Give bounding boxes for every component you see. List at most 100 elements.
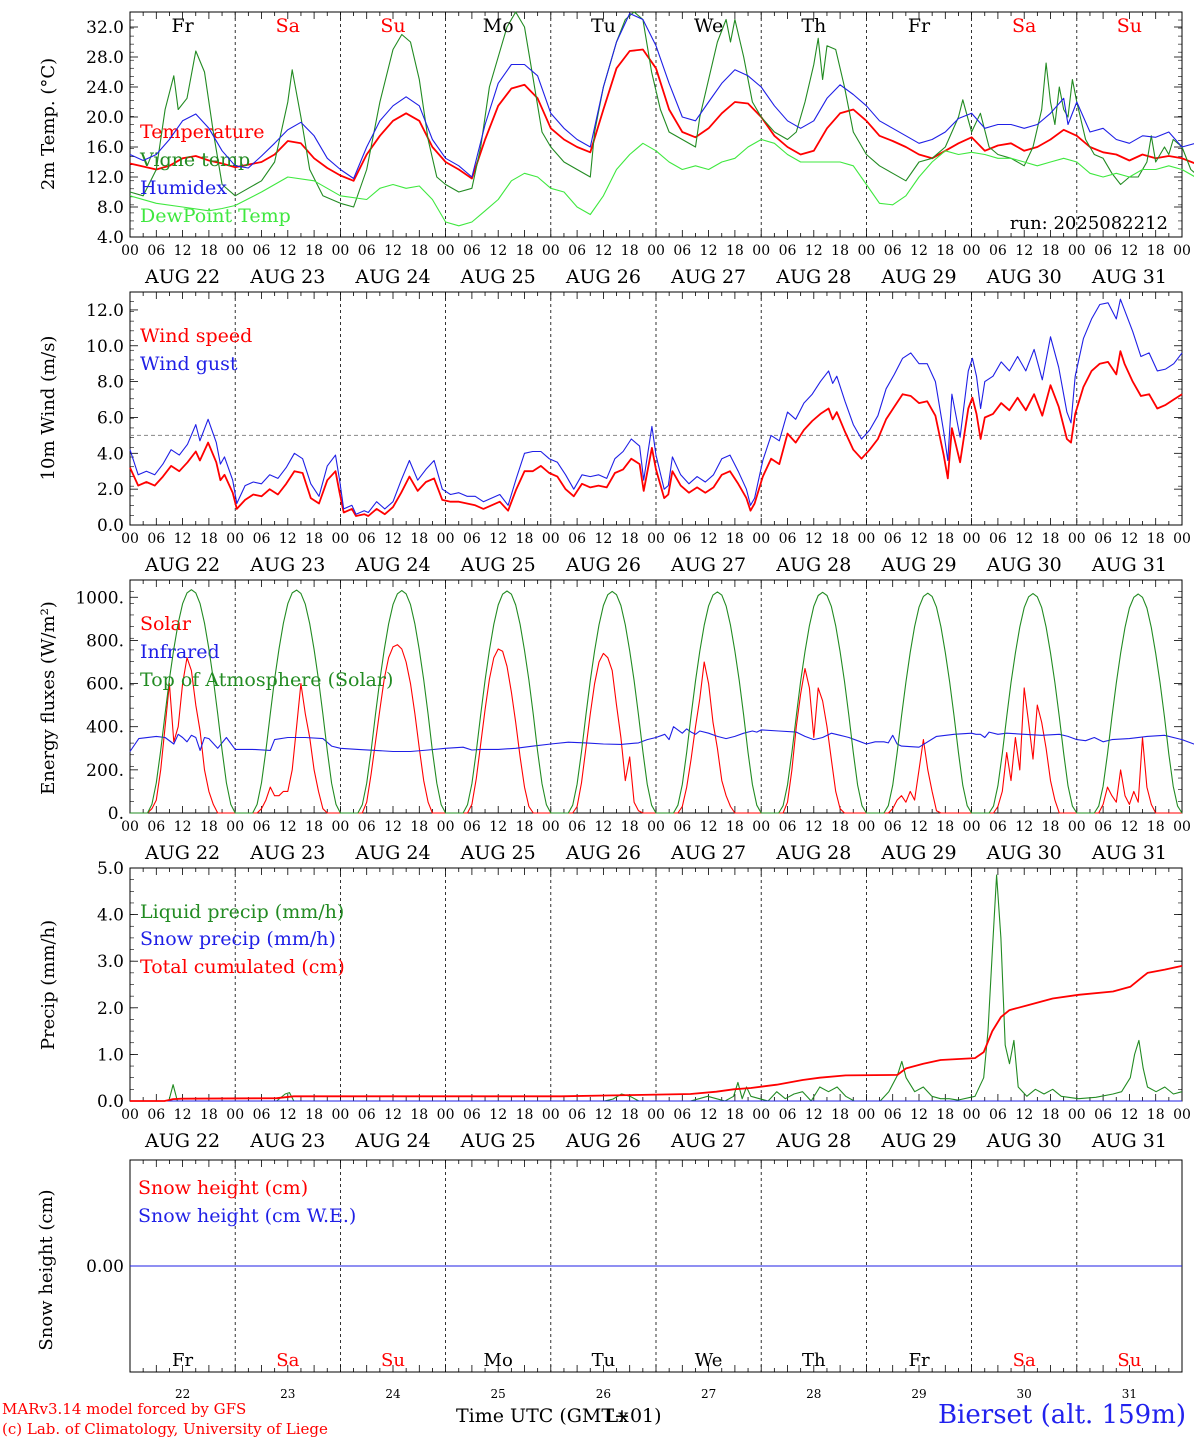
hour-tick-label: 12: [700, 531, 718, 547]
day-label: Mo: [484, 1350, 513, 1371]
hour-tick-label: 00: [437, 243, 455, 259]
legend-entry: Snow precip (mm/h): [140, 928, 336, 950]
day-number-label: 26: [596, 1387, 611, 1401]
panel-snow: 0.00 Snow height (cm) Snow height (cm) Snow…: [36, 1159, 1183, 1401]
hour-tick-label: 00: [1173, 243, 1191, 259]
y-tick-label: 10.0: [86, 337, 124, 357]
hour-tick-label: 18: [1147, 243, 1165, 259]
day-number-label: 29: [911, 1387, 926, 1401]
y-tick-label: 1000.: [75, 588, 124, 608]
hour-tick-label: 12: [594, 243, 612, 259]
hour-tick-label: 12: [594, 819, 612, 835]
legend-entry: Wind speed: [140, 325, 252, 347]
date-label: AUG 30: [986, 554, 1062, 576]
hour-tick-label: 18: [516, 1107, 534, 1123]
hour-tick-label: 18: [516, 531, 534, 547]
hour-tick-label: 12: [1015, 1107, 1033, 1123]
hour-tick-label: 06: [463, 531, 481, 547]
y-tick-label: 0.0: [97, 1092, 124, 1112]
hour-tick-label: 12: [489, 243, 507, 259]
hour-tick-label: 06: [884, 243, 902, 259]
hour-tick-label: 12: [174, 819, 192, 835]
date-label: AUG 27: [670, 554, 746, 576]
hour-tick-label: 18: [831, 1107, 849, 1123]
day-label: Sa: [276, 1350, 299, 1371]
legend-entry: Top of Atmosphere (Solar): [140, 669, 393, 691]
y-tick-label: 8.0: [97, 373, 124, 393]
date-label: AUG 22: [144, 1130, 220, 1152]
date-label: AUG 29: [880, 554, 956, 576]
y-tick-label: 0.: [108, 804, 124, 824]
legend-entry: DewPoint Temp: [140, 205, 291, 227]
date-label: AUG 25: [460, 266, 536, 288]
hour-tick-label: 18: [410, 819, 428, 835]
date-label: AUG 26: [565, 1130, 641, 1152]
date-label: AUG 30: [986, 1130, 1062, 1152]
hour-tick-label: 00: [542, 1107, 560, 1123]
hour-tick-label: 12: [910, 1107, 928, 1123]
hour-tick-label: 18: [831, 243, 849, 259]
hour-tick-label: 18: [200, 531, 218, 547]
hour-tick-label: 00: [963, 243, 981, 259]
hour-tick-label: 12: [910, 819, 928, 835]
hour-tick-label: 18: [1042, 1107, 1060, 1123]
hour-tick-label: 06: [884, 1107, 902, 1123]
date-label: AUG 31: [1091, 842, 1167, 864]
hour-tick-label: 00: [963, 1107, 981, 1123]
hour-tick-label: 12: [805, 819, 823, 835]
hour-tick-label: 06: [147, 819, 165, 835]
date-label: AUG 29: [880, 842, 956, 864]
y-axis-label: Precip (mm/h): [38, 920, 59, 1050]
hour-tick-label: 00: [1068, 819, 1086, 835]
hour-tick-label: 18: [516, 243, 534, 259]
legend-entry: Liquid precip (mm/h): [140, 901, 344, 923]
day-number-label: 31: [1122, 1387, 1137, 1401]
hour-tick-label: 12: [489, 1107, 507, 1123]
y-tick-label: 4.0: [97, 228, 124, 248]
day-label: Th: [802, 1350, 826, 1371]
hour-tick-label: 18: [200, 819, 218, 835]
hour-tick-label: 00: [542, 243, 560, 259]
date-label: AUG 30: [986, 266, 1062, 288]
x-axis-overlay-text: Lx: [605, 1405, 629, 1427]
series-line-wind-speed: [129, 350, 1183, 517]
day-number-label: 22: [175, 1387, 190, 1401]
hour-tick-label: 00: [752, 243, 770, 259]
day-label: Fr: [171, 15, 194, 37]
hour-tick-label: 00: [226, 243, 244, 259]
day-label: Su: [1117, 1350, 1141, 1371]
hour-tick-label: 12: [700, 1107, 718, 1123]
hour-tick-label: 00: [752, 819, 770, 835]
hour-tick-label: 06: [884, 531, 902, 547]
hour-tick-label: 12: [910, 243, 928, 259]
legend-entry: Vigne temp: [139, 149, 250, 171]
date-label: AUG 24: [354, 266, 430, 288]
x-axis-label: Time UTC (GMT+01)Lx: [456, 1405, 662, 1427]
hour-tick-label: 00: [1068, 531, 1086, 547]
hour-tick-label: 06: [673, 531, 691, 547]
date-label: AUG 24: [354, 1130, 430, 1152]
y-tick-label: 800.: [86, 631, 124, 651]
hour-tick-label: 12: [910, 531, 928, 547]
day-label: Sa: [1012, 15, 1036, 37]
date-label: AUG 31: [1091, 266, 1167, 288]
hour-tick-label: 00: [331, 243, 349, 259]
hour-tick-label: 12: [384, 531, 402, 547]
panel-precip: 5.0 4.0 3.0 2.0 1.0 0.0 Precip (mm/h) Liquid pr…: [38, 859, 1191, 1152]
hour-tick-label: 12: [489, 819, 507, 835]
date-label: AUG 28: [775, 1130, 851, 1152]
legend-entry: Humidex: [140, 177, 227, 199]
hour-tick-label: 06: [989, 531, 1007, 547]
hour-tick-label: 06: [358, 1107, 376, 1123]
hour-tick-label: 18: [305, 531, 323, 547]
legend-entry: Solar: [140, 613, 192, 635]
hour-tick-label: 00: [1068, 243, 1086, 259]
y-tick-label: 6.0: [97, 408, 124, 428]
date-label: AUG 22: [144, 554, 220, 576]
day-number-label: 27: [701, 1387, 716, 1401]
hour-tick-label: 00: [121, 1107, 139, 1123]
hour-tick-label: 06: [1094, 243, 1112, 259]
hour-tick-label: 18: [410, 1107, 428, 1123]
hour-tick-label: 12: [174, 243, 192, 259]
day-label: Fr: [908, 1350, 929, 1371]
